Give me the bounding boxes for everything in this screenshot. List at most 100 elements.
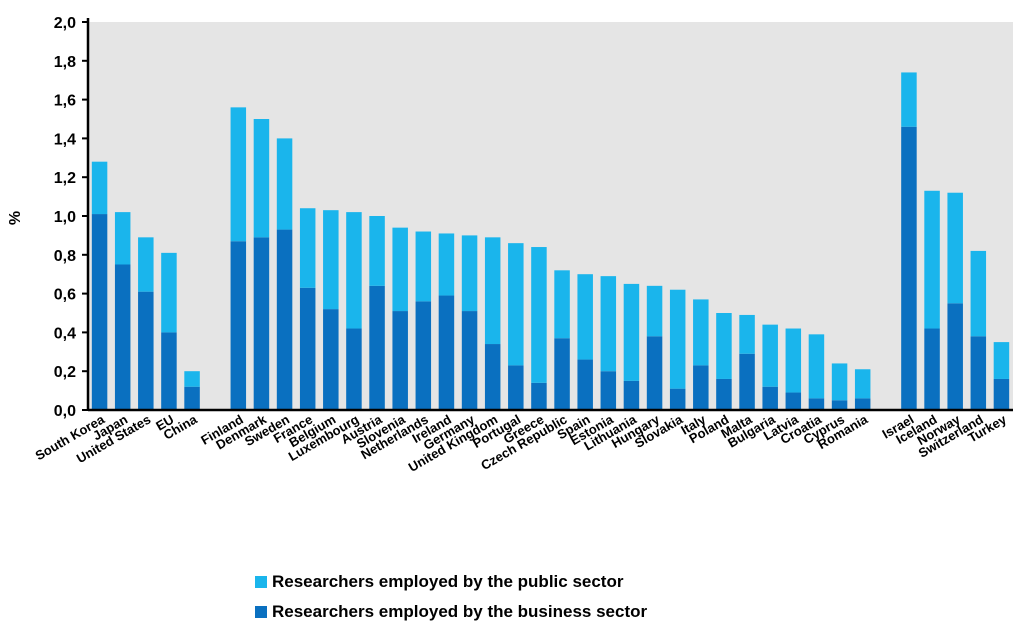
bar-business-norway	[947, 303, 963, 410]
bar-business-hungary	[646, 336, 663, 410]
bar-business-luxembourg	[346, 328, 362, 410]
bar-business-belgium	[323, 309, 339, 410]
bar-business-japan	[114, 264, 131, 410]
y-tick-label: 0,2	[54, 364, 76, 381]
bar-business-iceland	[924, 328, 940, 410]
bar-public-china	[184, 371, 200, 387]
bar-public-norway	[947, 192, 963, 304]
bar-public-turkey	[993, 342, 1010, 379]
bar-business-china	[184, 386, 200, 410]
bar-business-lithuania	[623, 380, 640, 410]
bar-business-turkey	[993, 378, 1010, 410]
bar-business-switzerland	[970, 336, 987, 410]
bar-public-netherlands	[415, 231, 432, 302]
y-tick-label: 1,2	[54, 170, 76, 187]
bar-business-cyprus	[831, 400, 848, 410]
legend-item-public: Researchers employed by the public secto…	[255, 567, 647, 597]
bar-public-poland	[716, 313, 732, 379]
bar-public-lithuania	[623, 283, 640, 381]
bar-public-romania	[854, 369, 871, 399]
bar-public-finland	[230, 107, 247, 242]
bar-public-united-kingdom	[484, 237, 501, 345]
bar-business-south-korea	[91, 214, 108, 410]
bar-public-croatia	[808, 334, 825, 399]
legend: Researchers employed by the public secto…	[255, 567, 647, 627]
plot-area	[88, 22, 1013, 410]
bars-group	[91, 72, 1010, 410]
bar-business-latvia	[785, 392, 802, 410]
bar-public-denmark	[253, 119, 270, 238]
y-tick-label: 1,4	[54, 131, 76, 148]
bar-public-germany	[461, 235, 478, 312]
y-axis-title: %	[7, 211, 24, 225]
bar-business-greece	[531, 382, 547, 410]
bar-business-sweden	[276, 229, 293, 410]
bar-public-cyprus	[831, 363, 848, 401]
bar-public-eu	[161, 252, 177, 333]
bar-public-japan	[114, 212, 131, 265]
bar-business-portugal	[508, 365, 524, 410]
bar-public-iceland	[924, 190, 940, 329]
y-tick-label: 0,8	[54, 248, 76, 265]
y-axis: 0,0 0,2 0,4 0,6 0,8 1,0 1,2 1,4 1,6 1,8 2,0	[54, 15, 90, 420]
y-tick-label: 0,4	[54, 325, 76, 342]
y-tick-label: 0,6	[54, 287, 76, 304]
bar-public-israel	[901, 72, 917, 127]
bar-business-estonia	[600, 371, 617, 410]
bar-public-greece	[531, 247, 547, 383]
bar-business-slovenia	[392, 311, 408, 410]
y-tick-label: 1,0	[54, 209, 76, 226]
bar-public-czech-republic	[554, 270, 570, 339]
legend-item-business: Researchers employed by the business sec…	[255, 597, 647, 627]
bar-business-slovakia	[669, 388, 686, 410]
bar-business-united-states	[138, 291, 154, 410]
bar-business-denmark	[253, 237, 270, 410]
bar-business-eu	[161, 332, 177, 410]
bar-business-israel	[901, 126, 917, 410]
bar-business-ireland	[438, 295, 455, 410]
bar-business-united-kingdom	[484, 344, 501, 410]
bar-public-south-korea	[91, 161, 108, 215]
bar-business-finland	[230, 241, 247, 410]
bar-public-italy	[693, 299, 709, 366]
legend-swatch-business	[255, 606, 267, 618]
legend-swatch-public	[255, 576, 267, 588]
bar-public-hungary	[646, 285, 663, 337]
bar-public-sweden	[276, 138, 293, 230]
bar-public-luxembourg	[346, 212, 362, 329]
bar-business-italy	[693, 365, 709, 410]
y-tick-label: 2,0	[54, 15, 76, 32]
bar-public-slovenia	[392, 227, 408, 312]
bar-public-malta	[739, 314, 755, 354]
y-tick-label: 1,8	[54, 54, 76, 71]
bar-public-slovakia	[669, 289, 686, 389]
bar-business-spain	[577, 359, 593, 410]
bar-public-austria	[369, 216, 385, 286]
bar-public-france	[299, 208, 316, 288]
legend-label-business: Researchers employed by the business sec…	[272, 602, 648, 621]
bar-business-bulgaria	[762, 386, 778, 410]
bar-public-belgium	[323, 210, 339, 310]
bar-business-netherlands	[415, 301, 432, 410]
bar-business-czech-republic	[554, 338, 570, 410]
bar-public-bulgaria	[762, 324, 778, 387]
bar-public-estonia	[600, 276, 617, 372]
bar-public-ireland	[438, 233, 455, 296]
bar-public-switzerland	[970, 250, 987, 337]
bar-public-latvia	[785, 328, 802, 393]
bar-business-romania	[854, 398, 871, 410]
bar-business-france	[299, 287, 316, 410]
bar-business-croatia	[808, 398, 825, 410]
bar-business-poland	[716, 378, 732, 410]
bar-business-austria	[369, 285, 385, 410]
bar-public-spain	[577, 274, 593, 360]
legend-label-public: Researchers employed by the public secto…	[272, 572, 624, 591]
bar-business-germany	[461, 311, 478, 410]
y-tick-label: 1,6	[54, 93, 76, 110]
bar-public-portugal	[508, 243, 524, 366]
bar-business-malta	[739, 353, 755, 410]
y-tick-label: 0,0	[54, 403, 76, 420]
bar-public-united-states	[138, 237, 154, 292]
